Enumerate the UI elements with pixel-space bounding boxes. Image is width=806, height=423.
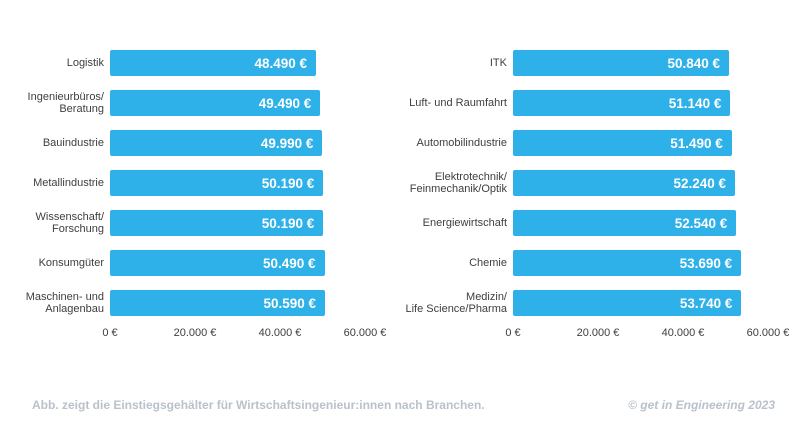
bar-value-label: 53.740 €: [679, 295, 733, 311]
bar: 52.540 €: [513, 210, 737, 236]
chart-row: Ingenieurbüros/ Beratung 49.490 €: [8, 83, 382, 123]
bar-chart-right: ITK 50.840 € Luft- und Raumfahrt 51.140 € Au…: [389, 43, 789, 345]
bar: 53.690 €: [513, 250, 742, 276]
category-label: ITK: [489, 56, 507, 69]
bar-value-label: 50.590 €: [263, 295, 316, 311]
category-label: Medizin/ Life Science/Pharma: [405, 290, 508, 316]
charts-container: Logistik 48.490 € Ingenieurbüros/ Beratung…: [8, 43, 789, 345]
chart-row: Elektrotechnik/ Feinmechanik/Optik 52.240…: [389, 163, 785, 203]
bar-value-label: 52.540 €: [674, 215, 728, 231]
category-label: Ingenieurbüros/ Beratung: [27, 90, 104, 116]
bar-track: 50.590 €: [110, 290, 382, 316]
bar-value-label: 51.490 €: [670, 135, 723, 151]
bar: 52.240 €: [513, 170, 736, 196]
bar-value-label: 49.990 €: [260, 135, 314, 151]
bar-track: 50.490 €: [110, 250, 382, 276]
category-label: Luft- und Raumfahrt: [409, 96, 507, 109]
bar-value-label: 50.190 €: [261, 215, 315, 231]
bar-track: 53.690 €: [513, 250, 785, 276]
category-label: Maschinen- und Anlagenbau: [25, 290, 104, 316]
x-axis-tick-label: 0 €: [102, 327, 118, 339]
chart-row: Maschinen- und Anlagenbau 50.590 €: [8, 283, 382, 323]
bar-value-label: 52.240 €: [673, 175, 727, 191]
chart-row: Logistik 48.490 €: [8, 43, 382, 83]
x-axis: 0 € 20.000 € 40.000 € 60.000 €: [389, 323, 789, 345]
bar-track: 50.190 €: [110, 210, 382, 236]
chart-row: Automobilindustrie 51.490 €: [389, 123, 785, 163]
x-axis-tick-label: 40.000 €: [258, 327, 302, 339]
x-axis-tick-label: 60.000 €: [343, 327, 387, 339]
bar-value-label: 51.140 €: [668, 95, 722, 111]
bar-track: 49.490 €: [110, 90, 382, 116]
chart-row: Metallindustrie 50.190 €: [8, 163, 382, 203]
bar-track: 50.840 €: [513, 50, 785, 76]
bar: 50.190 €: [110, 210, 324, 236]
x-axis-spacer: [389, 323, 507, 345]
x-axis-spacer: [8, 323, 104, 345]
bar: 51.140 €: [513, 90, 731, 116]
chart-row: Wissenschaft/ Forschung 50.190 €: [8, 203, 382, 243]
chart-row: Medizin/ Life Science/Pharma 53.740 €: [389, 283, 785, 323]
bar: 49.490 €: [110, 90, 321, 116]
copyright-credit: © get in Engineering 2023: [628, 398, 775, 412]
bar-value-label: 50.840 €: [667, 55, 721, 71]
x-axis-tick-label: 40.000 €: [661, 327, 705, 339]
bar: 50.490 €: [110, 250, 325, 276]
bar-track: 53.740 €: [513, 290, 785, 316]
bar-value-label: 50.190 €: [261, 175, 315, 191]
chart-row: Konsumgüter 50.490 €: [8, 243, 382, 283]
figure-caption: Abb. zeigt die Einstiegsgehälter für Wir…: [32, 398, 485, 412]
x-axis-area: 0 € 20.000 € 40.000 € 60.000 €: [505, 323, 789, 345]
category-label: Konsumgüter: [38, 256, 104, 269]
x-axis-tick-label: 20.000 €: [173, 327, 217, 339]
category-label: Logistik: [66, 56, 104, 69]
chart-row: Luft- und Raumfahrt 51.140 €: [389, 83, 785, 123]
category-label: Bauindustrie: [42, 136, 104, 149]
bar: 53.740 €: [513, 290, 742, 316]
x-axis: 0 € 20.000 € 40.000 € 60.000 €: [8, 323, 386, 345]
chart-row: Bauindustrie 49.990 €: [8, 123, 382, 163]
category-label: Automobilindustrie: [416, 136, 508, 149]
bar-track: 50.190 €: [110, 170, 382, 196]
bar-track: 52.540 €: [513, 210, 785, 236]
category-label: Metallindustrie: [33, 176, 104, 189]
bar-track: 51.490 €: [513, 130, 785, 156]
x-axis-tick-label: 60.000 €: [746, 327, 790, 339]
bar: 49.990 €: [110, 130, 323, 156]
chart-row: ITK 50.840 €: [389, 43, 785, 83]
category-label: Energiewirtschaft: [422, 216, 507, 229]
x-axis-tick-label: 20.000 €: [576, 327, 620, 339]
category-label: Wissenschaft/ Forschung: [35, 210, 104, 236]
bar-value-label: 53.690 €: [679, 255, 733, 271]
x-axis-area: 0 € 20.000 € 40.000 € 60.000 €: [102, 323, 386, 345]
chart-row: Chemie 53.690 €: [389, 243, 785, 283]
bar: 50.590 €: [110, 290, 325, 316]
chart-row: Energiewirtschaft 52.540 €: [389, 203, 785, 243]
bar-track: 49.990 €: [110, 130, 382, 156]
category-label: Chemie: [469, 256, 507, 269]
bar-value-label: 50.490 €: [263, 255, 316, 271]
bar-track: 51.140 €: [513, 90, 785, 116]
bar-value-label: 49.490 €: [258, 95, 312, 111]
bar: 50.190 €: [110, 170, 324, 196]
bar-track: 52.240 €: [513, 170, 785, 196]
bar: 51.490 €: [513, 130, 732, 156]
bar-chart-left: Logistik 48.490 € Ingenieurbüros/ Beratung…: [8, 43, 386, 345]
x-axis-tick-label: 0 €: [505, 327, 521, 339]
bar-track: 48.490 €: [110, 50, 382, 76]
bar: 50.840 €: [513, 50, 730, 76]
bar: 48.490 €: [110, 50, 317, 76]
bar-value-label: 48.490 €: [254, 55, 308, 71]
category-label: Elektrotechnik/ Feinmechanik/Optik: [409, 170, 507, 196]
